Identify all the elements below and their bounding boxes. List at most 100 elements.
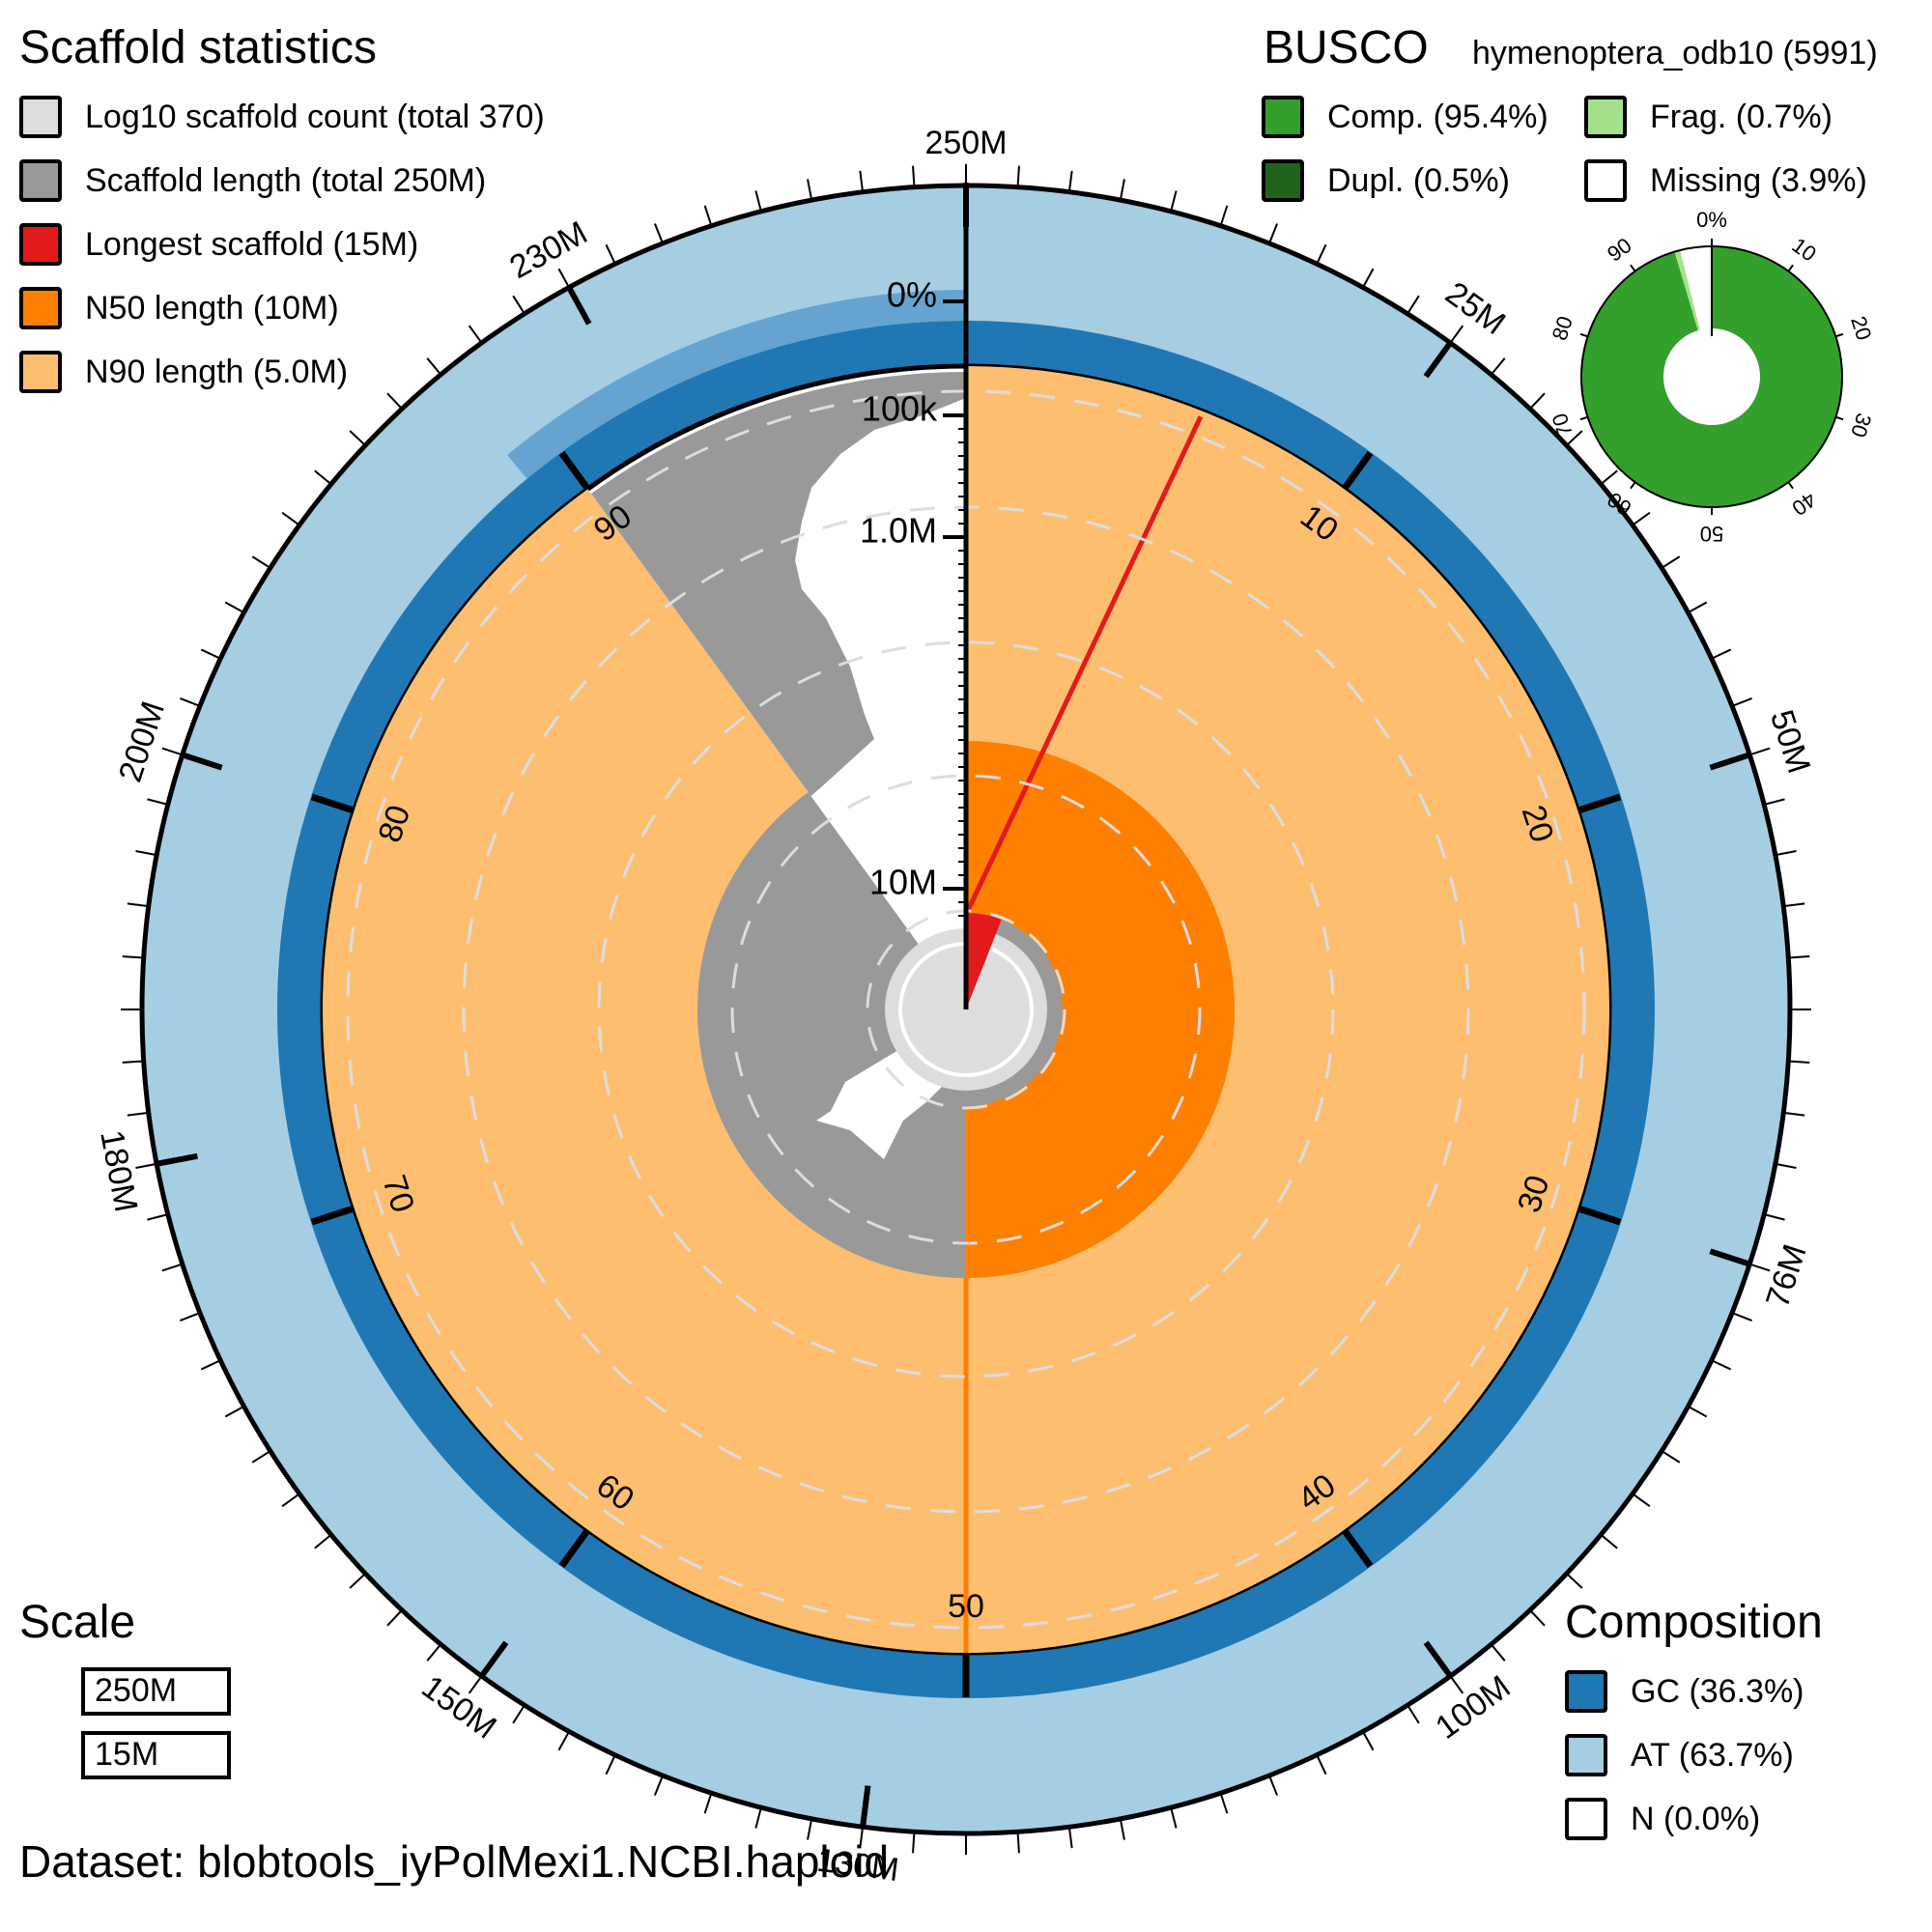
length-minor-tick <box>653 223 664 244</box>
busco-title: BUSCO <box>1264 22 1429 73</box>
percent-major-tick <box>1577 793 1622 814</box>
radial-tick-label: 100k <box>862 389 938 429</box>
busco-legend-item: Dupl. (0.5%) <box>1262 156 1510 205</box>
length-minor-tick <box>1490 357 1506 376</box>
length-minor-tick <box>1632 1492 1651 1508</box>
composition-legend-item: AT (63.7%) <box>1565 1731 1794 1779</box>
length-minor-tick <box>1748 747 1771 756</box>
length-minor-tick <box>1731 696 1752 707</box>
length-minor-tick <box>426 357 442 376</box>
percent-major-tick <box>1341 1527 1374 1569</box>
scaffold-legend-swatch <box>19 159 62 202</box>
busco-tick-label: 80 <box>1548 313 1577 343</box>
length-minor-tick <box>122 1060 144 1064</box>
length-minor-tick <box>1711 648 1732 660</box>
busco-legend-label: Missing (3.9%) <box>1650 161 1867 199</box>
scaffold-legend-label: N50 length (10M) <box>85 289 339 327</box>
length-minor-tick <box>147 798 169 806</box>
busco-tick-label: 10 <box>1787 233 1821 267</box>
length-major-tick <box>181 752 223 771</box>
length-minor-tick <box>859 170 865 192</box>
length-minor-tick <box>468 325 483 344</box>
length-minor-tick <box>251 1450 271 1463</box>
length-minor-tick <box>426 1643 442 1662</box>
length-minor-tick <box>1529 392 1546 410</box>
length-minor-tick <box>1788 955 1810 959</box>
length-minor-tick <box>605 243 616 265</box>
radial-tick-label: 10M <box>869 863 937 902</box>
length-major-tick <box>479 1640 509 1678</box>
length-minor-tick <box>127 1111 149 1117</box>
composition-legend-label: AT (63.7%) <box>1631 1736 1794 1774</box>
scaffold-legend-label: Log10 scaffold count (total 370) <box>85 98 545 135</box>
length-minor-tick <box>1316 243 1327 265</box>
length-minor-tick <box>147 1213 169 1221</box>
scaffold-length-inner <box>696 792 966 1278</box>
busco-tick-label: 0% <box>1696 208 1727 232</box>
busco-legend-label: Frag. (0.7%) <box>1650 98 1833 135</box>
length-major-tick <box>566 286 592 326</box>
length-minor-tick <box>251 555 271 569</box>
busco-legend-swatch <box>1584 159 1627 202</box>
length-minor-tick <box>180 1312 201 1322</box>
length-minor-tick <box>1775 1162 1797 1169</box>
scaffold-legend-swatch <box>19 223 62 266</box>
length-minor-tick <box>1316 1754 1327 1776</box>
length-minor-tick <box>703 205 713 227</box>
busco-lineage: hymenoptera_odb10 (5991) <box>1472 35 1878 71</box>
busco-tick-label: 40 <box>1787 487 1821 521</box>
composition-title: Composition <box>1565 1597 1823 1648</box>
busco-tick <box>1630 481 1636 490</box>
length-minor-tick <box>1763 798 1785 806</box>
length-minor-tick <box>807 1818 813 1840</box>
length-minor-tick <box>224 1406 244 1418</box>
length-minor-tick <box>1775 850 1797 857</box>
busco-legend-swatch <box>1262 96 1304 138</box>
length-minor-tick <box>1268 1775 1279 1796</box>
busco-slice <box>1674 250 1700 331</box>
busco-tick <box>1630 264 1636 272</box>
length-minor-tick <box>754 1806 762 1829</box>
length-minor-tick <box>1067 1827 1073 1849</box>
length-minor-tick <box>1119 179 1125 201</box>
length-minor-tick <box>1268 223 1279 244</box>
length-minor-tick <box>135 850 157 857</box>
length-minor-tick <box>557 268 570 288</box>
length-minor-tick <box>512 1704 526 1724</box>
composition-legend-swatch <box>1565 1670 1607 1713</box>
length-minor-tick <box>161 1263 184 1272</box>
busco-legend-label: Dupl. (0.5%) <box>1327 161 1510 199</box>
busco-legend-item: Frag. (0.7%) <box>1584 93 1833 141</box>
length-minor-tick <box>224 601 244 613</box>
length-tick-label: 200M <box>112 696 172 786</box>
busco-legend-swatch <box>1262 159 1304 202</box>
percent-major-tick <box>310 793 355 814</box>
composition-legend-label: N (0.0%) <box>1631 1800 1761 1837</box>
length-minor-tick <box>1783 1111 1805 1117</box>
scaffold-legend-swatch <box>19 287 62 329</box>
length-minor-tick <box>468 1675 483 1694</box>
busco-legend-item: Comp. (95.4%) <box>1262 93 1548 141</box>
scaffold-legend-item: N50 length (10M) <box>19 284 339 332</box>
length-minor-tick <box>1067 170 1073 192</box>
length-tick-label: 230M <box>503 214 593 286</box>
length-minor-tick <box>281 511 300 526</box>
scaffold-legend-label: N90 length (5.0M) <box>85 353 349 390</box>
percent-major-tick <box>558 450 591 492</box>
scaffold-legend-label: Longest scaffold (15M) <box>85 225 419 263</box>
length-tick-label: 76M <box>1759 1240 1814 1313</box>
scaffold-legend-swatch <box>19 96 62 138</box>
busco-tick <box>1835 415 1844 421</box>
length-minor-tick <box>912 165 916 187</box>
length-minor-tick <box>1219 205 1229 227</box>
length-minor-tick <box>1406 1704 1420 1724</box>
length-minor-tick <box>1711 1359 1732 1371</box>
length-minor-tick <box>1600 469 1618 486</box>
gc-variation-band <box>507 290 966 479</box>
busco-tick-label: 20 <box>1846 313 1876 343</box>
length-minor-tick <box>1783 902 1805 908</box>
length-minor-tick <box>1632 511 1651 526</box>
composition-legend-swatch <box>1565 1734 1607 1776</box>
length-minor-tick <box>1449 325 1464 344</box>
